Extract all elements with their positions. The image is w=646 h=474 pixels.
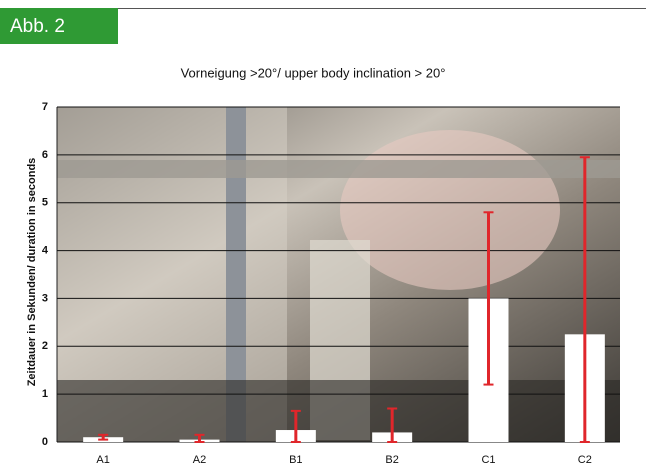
- x-tick-label: A1: [96, 454, 109, 466]
- y-tick-label: 6: [42, 149, 48, 161]
- x-tick-label: B2: [385, 454, 398, 466]
- y-axis-label: Zeitdauer in Sekunden/ duration in secon…: [26, 158, 38, 387]
- y-tick-label: 7: [42, 101, 48, 113]
- figure-label: Abb. 2: [10, 16, 65, 37]
- x-tick-label: B1: [289, 454, 302, 466]
- chart-title: Vorneigung >20°/ upper body inclination …: [181, 65, 446, 80]
- y-tick-label: 5: [42, 197, 48, 209]
- x-tick-label: C2: [578, 454, 592, 466]
- x-tick-label: C1: [481, 454, 495, 466]
- photo-background: [57, 107, 620, 442]
- y-tick-label: 1: [42, 388, 48, 400]
- y-tick-label: 2: [42, 340, 48, 352]
- page: Abb. 2 Vorneigung >20°/ upper body incli…: [0, 0, 646, 469]
- y-tick-label: 4: [42, 244, 49, 256]
- y-tick-label: 0: [42, 436, 48, 448]
- y-tick-label: 3: [42, 292, 48, 304]
- x-tick-label: A2: [193, 454, 206, 466]
